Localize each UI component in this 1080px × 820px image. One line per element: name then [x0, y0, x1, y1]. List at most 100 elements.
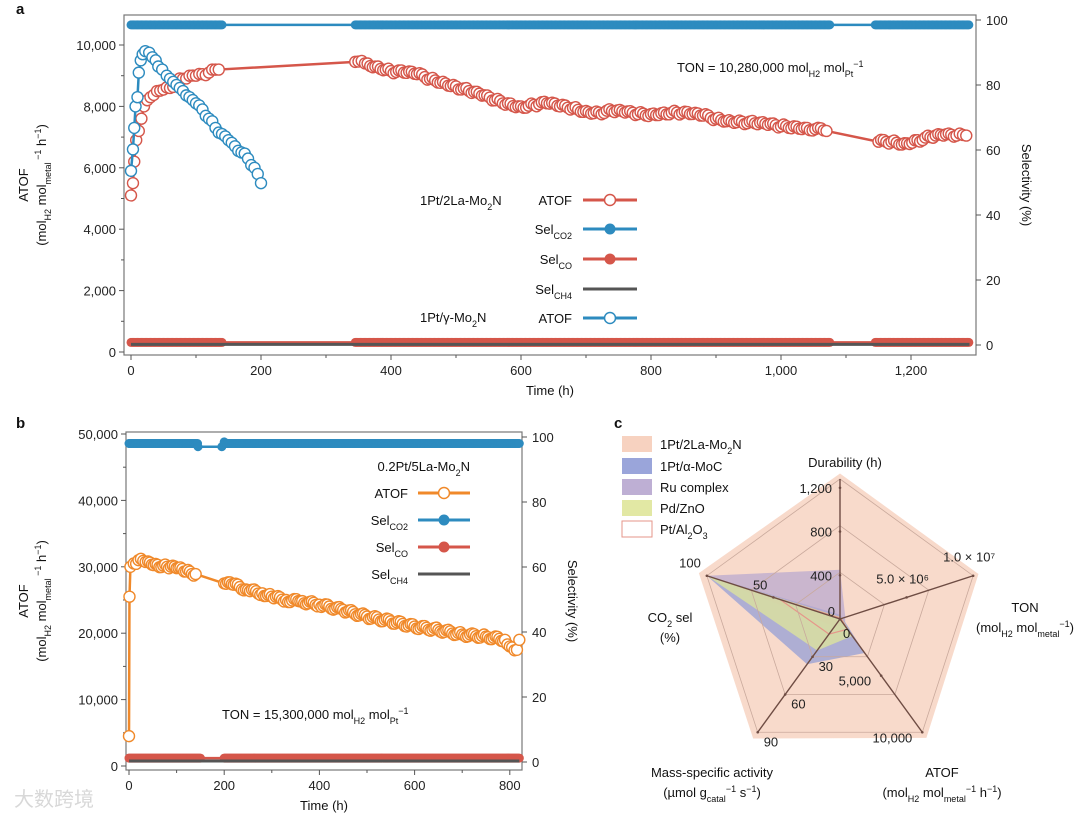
radar-tick [905, 596, 908, 599]
y-tick-label: 6,000 [83, 161, 116, 176]
x-tick-label: 600 [510, 363, 532, 378]
radar-axis-units-part: catal [707, 794, 726, 804]
legend-label: Pd/ZnO [660, 501, 705, 516]
radar-axis-units-part: H2 [908, 794, 920, 804]
radar-tick-label: 1.0 × 10⁷ [943, 550, 995, 565]
data-point [131, 90, 144, 104]
y2-tick-label: 40 [532, 625, 546, 640]
data-point [254, 176, 268, 190]
radar-axis-label: CO2 sel [648, 610, 693, 629]
legend-group-label-part: N [492, 193, 501, 208]
data-point [513, 633, 526, 647]
series-0-2pt-5la-mo2n-atof [122, 552, 526, 743]
legend-label: ATOF [539, 311, 573, 326]
legend-label-part: Pt/Al [660, 522, 688, 537]
legend-key-marker [438, 541, 450, 553]
radar-tick-label: 10,000 [873, 730, 913, 745]
x-tick-label: 600 [404, 778, 426, 793]
y-axis-label: ATOF [16, 584, 31, 618]
y-axis-units-part: h [34, 555, 49, 566]
radar-tick [811, 655, 814, 659]
radar-axis-units-part: mol [1013, 620, 1038, 635]
radar-axis-units-part: ) [1070, 620, 1074, 635]
ton-annotation-part: mol [820, 60, 845, 75]
legend-label-part: 3 [703, 531, 708, 541]
radar-axis-units: (µmol gcatal−1 s−1) [663, 784, 761, 804]
y-axis-units-part: −1 [33, 150, 43, 163]
radar-axis-units: (molH2 molmetal−1 h−1) [882, 784, 1001, 804]
legend-group-label-part: 0.2Pt/5La-Mo [378, 459, 456, 474]
radar-tick-label: 30 [819, 659, 833, 674]
watermark: 大数跨境 [14, 788, 94, 811]
data-point [122, 729, 136, 743]
data-point [964, 20, 974, 30]
radar-axis-units: (%) [660, 630, 680, 645]
y-axis-units-part: (mol [34, 220, 49, 245]
legend-label: 1Pt/α-MoC [660, 459, 722, 474]
ton-annotation-part: mol [365, 707, 390, 722]
y-axis-units-part: ) [34, 124, 49, 128]
y2-tick-label: 60 [532, 560, 546, 575]
radar-axis-units-part: H2 [1001, 629, 1013, 639]
legend-label: ATOF [375, 486, 409, 501]
legend-label: 1Pt/2La-Mo2N [660, 437, 742, 456]
ton-annotation-part: Pt [845, 69, 854, 79]
data-point [217, 20, 227, 30]
x-axis-label: Time (h) [300, 798, 348, 813]
radar-axis-units-part: (µmol g [663, 785, 707, 800]
radar-tick-label: 5,000 [839, 674, 872, 689]
y-axis-units-part: −1 [33, 129, 43, 139]
y-tick-label: 50,000 [78, 427, 118, 442]
y-tick-label: 30,000 [78, 560, 118, 575]
ton-annotation-part: −1 [398, 706, 408, 716]
ton-annotation: TON = 15,300,000 molH2 molPt−1 [222, 706, 409, 726]
y2-tick-label: 100 [532, 430, 554, 445]
y-tick-label: 20,000 [78, 626, 118, 641]
data-point [514, 439, 524, 448]
radar-tick-label: 400 [810, 568, 832, 583]
radar-axis-units-part: (mol [882, 785, 907, 800]
data-point [128, 121, 141, 135]
ton-annotation-part: H2 [354, 716, 366, 726]
x-axis-label: Time (h) [526, 383, 574, 398]
y-axis-units: (molH2 molmetal −1 h−1) [33, 124, 53, 246]
radar-axis-label: Mass-specific activity [651, 765, 774, 780]
radar-tick-label: 90 [764, 734, 778, 749]
data-point [212, 63, 225, 76]
series-1pt-2la-mo2n-atof [124, 54, 973, 202]
radar-grid [795, 571, 885, 658]
y2-tick-label: 80 [986, 78, 1000, 93]
radar-tick [783, 693, 787, 696]
ton-annotation-part: −1 [853, 59, 863, 69]
series-selco2 [126, 20, 974, 30]
legend-group-label-part: 2 [472, 319, 477, 329]
y-axis-units-part: H2 [43, 625, 53, 637]
legend-label: Ru complex [660, 480, 729, 495]
radar-tick-label: 100 [679, 556, 701, 571]
radar-axis-units-part: ) [997, 785, 1001, 800]
radar-tick-label: 50 [753, 577, 767, 592]
ton-annotation: TON = 10,280,000 molH2 molPt−1 [677, 59, 864, 79]
radar-tick [920, 730, 924, 734]
y-axis-units-part: −1 [33, 545, 43, 555]
x-tick-label: 0 [127, 363, 134, 378]
y2-tick-label: 60 [986, 143, 1000, 158]
legend-label: SelCO2 [535, 222, 572, 241]
y-tick-label: 8,000 [83, 99, 116, 114]
legend-label-part: 1Pt/α-MoC [660, 459, 722, 474]
legend-label: Pt/Al2O3 [660, 522, 708, 541]
legend-key-marker [438, 514, 450, 526]
ton-annotation-part: Pt [390, 716, 399, 726]
x-tick-label: 800 [499, 778, 521, 793]
radar-tick-label: 800 [810, 525, 832, 540]
x-tick-label: 400 [380, 363, 402, 378]
legend-label-part: O [692, 522, 702, 537]
data-point [124, 189, 138, 202]
legend-group-label: 1Pt/2La-Mo2N [420, 193, 502, 212]
legend-label: SelCO [376, 540, 408, 559]
radar-tick [838, 530, 842, 533]
legend-swatch [622, 436, 652, 452]
y-tick-label: 4,000 [83, 222, 116, 237]
y2-tick-label: 100 [986, 13, 1008, 28]
